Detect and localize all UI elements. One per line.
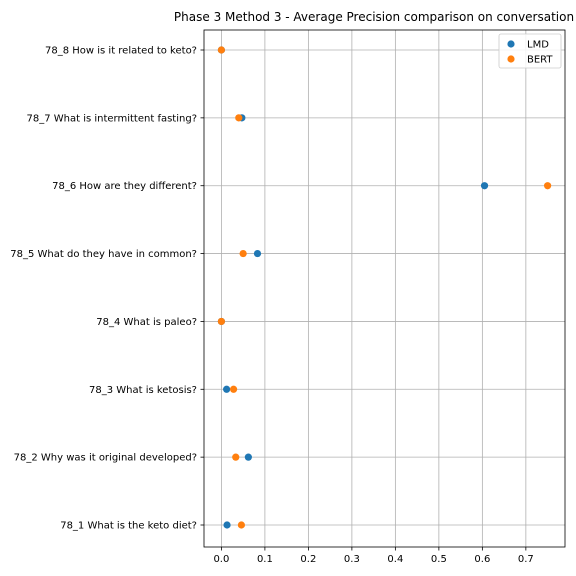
- plot-frame: [203, 29, 566, 548]
- point-bert: [217, 317, 225, 326]
- chart-title: Phase 3 Method 3 - Average Precision com…: [174, 10, 574, 24]
- x-tick-label: 0.0: [213, 554, 229, 565]
- point-lmd: [244, 453, 252, 461]
- x-tick-label: 0.3: [344, 554, 360, 565]
- y-tick-label: 78_4 What is paleo?: [96, 317, 197, 328]
- legend-label-bert: BERT: [527, 55, 553, 66]
- y-tick-label: 78_5 What do they have in common?: [10, 249, 197, 260]
- point-lmd: [480, 182, 489, 190]
- point-lmd: [253, 249, 262, 258]
- x-tick-label: 0.5: [431, 554, 447, 565]
- point-bert: [237, 521, 246, 529]
- y-tick-label: 78_8 How is it related to keto?: [45, 46, 197, 57]
- legend-marker-lmd: [507, 40, 515, 48]
- legend-label-lmd: LMD: [527, 40, 549, 51]
- point-bert: [239, 249, 247, 258]
- x-tick-label: 0.4: [387, 554, 403, 565]
- grid-layer: [204, 30, 565, 547]
- point-bert: [544, 182, 552, 190]
- point-layer: [217, 46, 552, 529]
- axis-layer: 0.0 0.1 0.2 0.3 0.4 0.5 0.6 0.7 78_1 What is the…: [10, 29, 566, 565]
- point-bert: [229, 385, 238, 393]
- y-tick-label: 78_7 What is intermittent fasting?: [26, 113, 197, 124]
- point-bert: [217, 46, 225, 54]
- point-lmd: [223, 385, 231, 393]
- point-bert: [232, 453, 240, 461]
- y-tick-label: 78_3 What is ketosis?: [89, 385, 197, 396]
- point-bert: [235, 114, 243, 122]
- x-tick-label: 0.6: [474, 554, 490, 565]
- x-tick-label: 0.7: [518, 554, 534, 565]
- y-tick-label: 78_6 How are they different?: [52, 181, 197, 192]
- y-tick-label: 78_1 What is the keto diet?: [60, 521, 197, 532]
- legend-marker-bert: [507, 55, 515, 63]
- x-tick-label: 0.1: [257, 554, 273, 565]
- point-lmd: [223, 521, 231, 529]
- legend: LMD BERT: [498, 33, 562, 69]
- x-tick-label: 0.2: [300, 554, 316, 565]
- y-tick-label: 78_2 Why was it original developed?: [14, 453, 197, 464]
